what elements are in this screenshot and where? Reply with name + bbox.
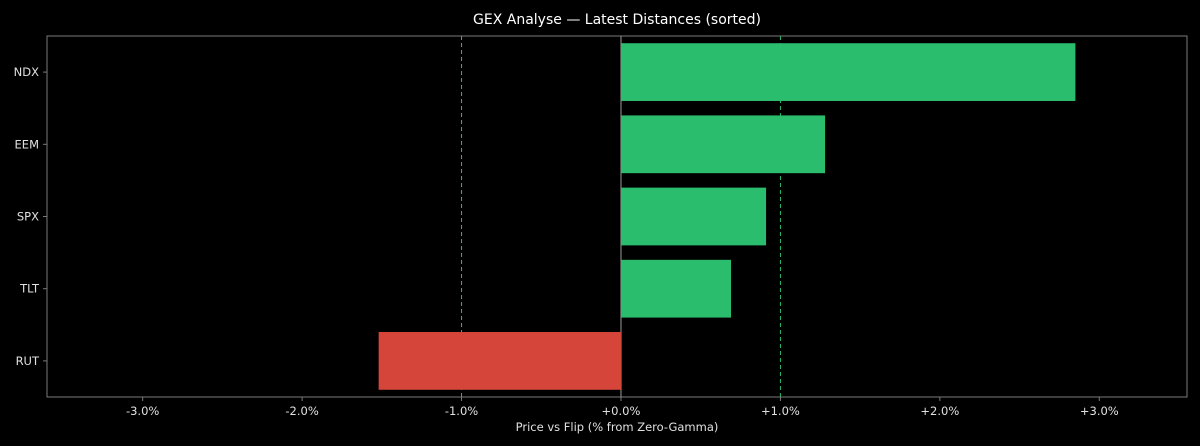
x-tick-label: +2.0% xyxy=(920,404,959,418)
bar-rut xyxy=(378,332,621,390)
bar-spx xyxy=(620,187,767,246)
y-tick-label-rut: RUT xyxy=(16,354,40,368)
y-tick-label-spx: SPX xyxy=(17,210,39,224)
x-axis-label: Price vs Flip (% from Zero-Gamma) xyxy=(516,420,719,434)
bar-eem xyxy=(620,115,826,174)
bar-tlt xyxy=(620,259,731,318)
x-tick-label: -1.0% xyxy=(445,404,478,418)
y-tick-label-tlt: TLT xyxy=(19,282,40,296)
x-tick-label: -3.0% xyxy=(126,404,159,418)
x-tick-label: +0.0% xyxy=(602,404,641,418)
x-tick-label: +3.0% xyxy=(1080,404,1119,418)
y-tick-label-eem: EEM xyxy=(15,137,39,151)
bar-ndx xyxy=(620,43,1076,101)
chart-title: GEX Analyse — Latest Distances (sorted) xyxy=(473,12,761,28)
x-tick-label: +1.0% xyxy=(761,404,800,418)
y-tick-label-ndx: NDX xyxy=(14,65,39,79)
x-tick-label: -2.0% xyxy=(285,404,318,418)
